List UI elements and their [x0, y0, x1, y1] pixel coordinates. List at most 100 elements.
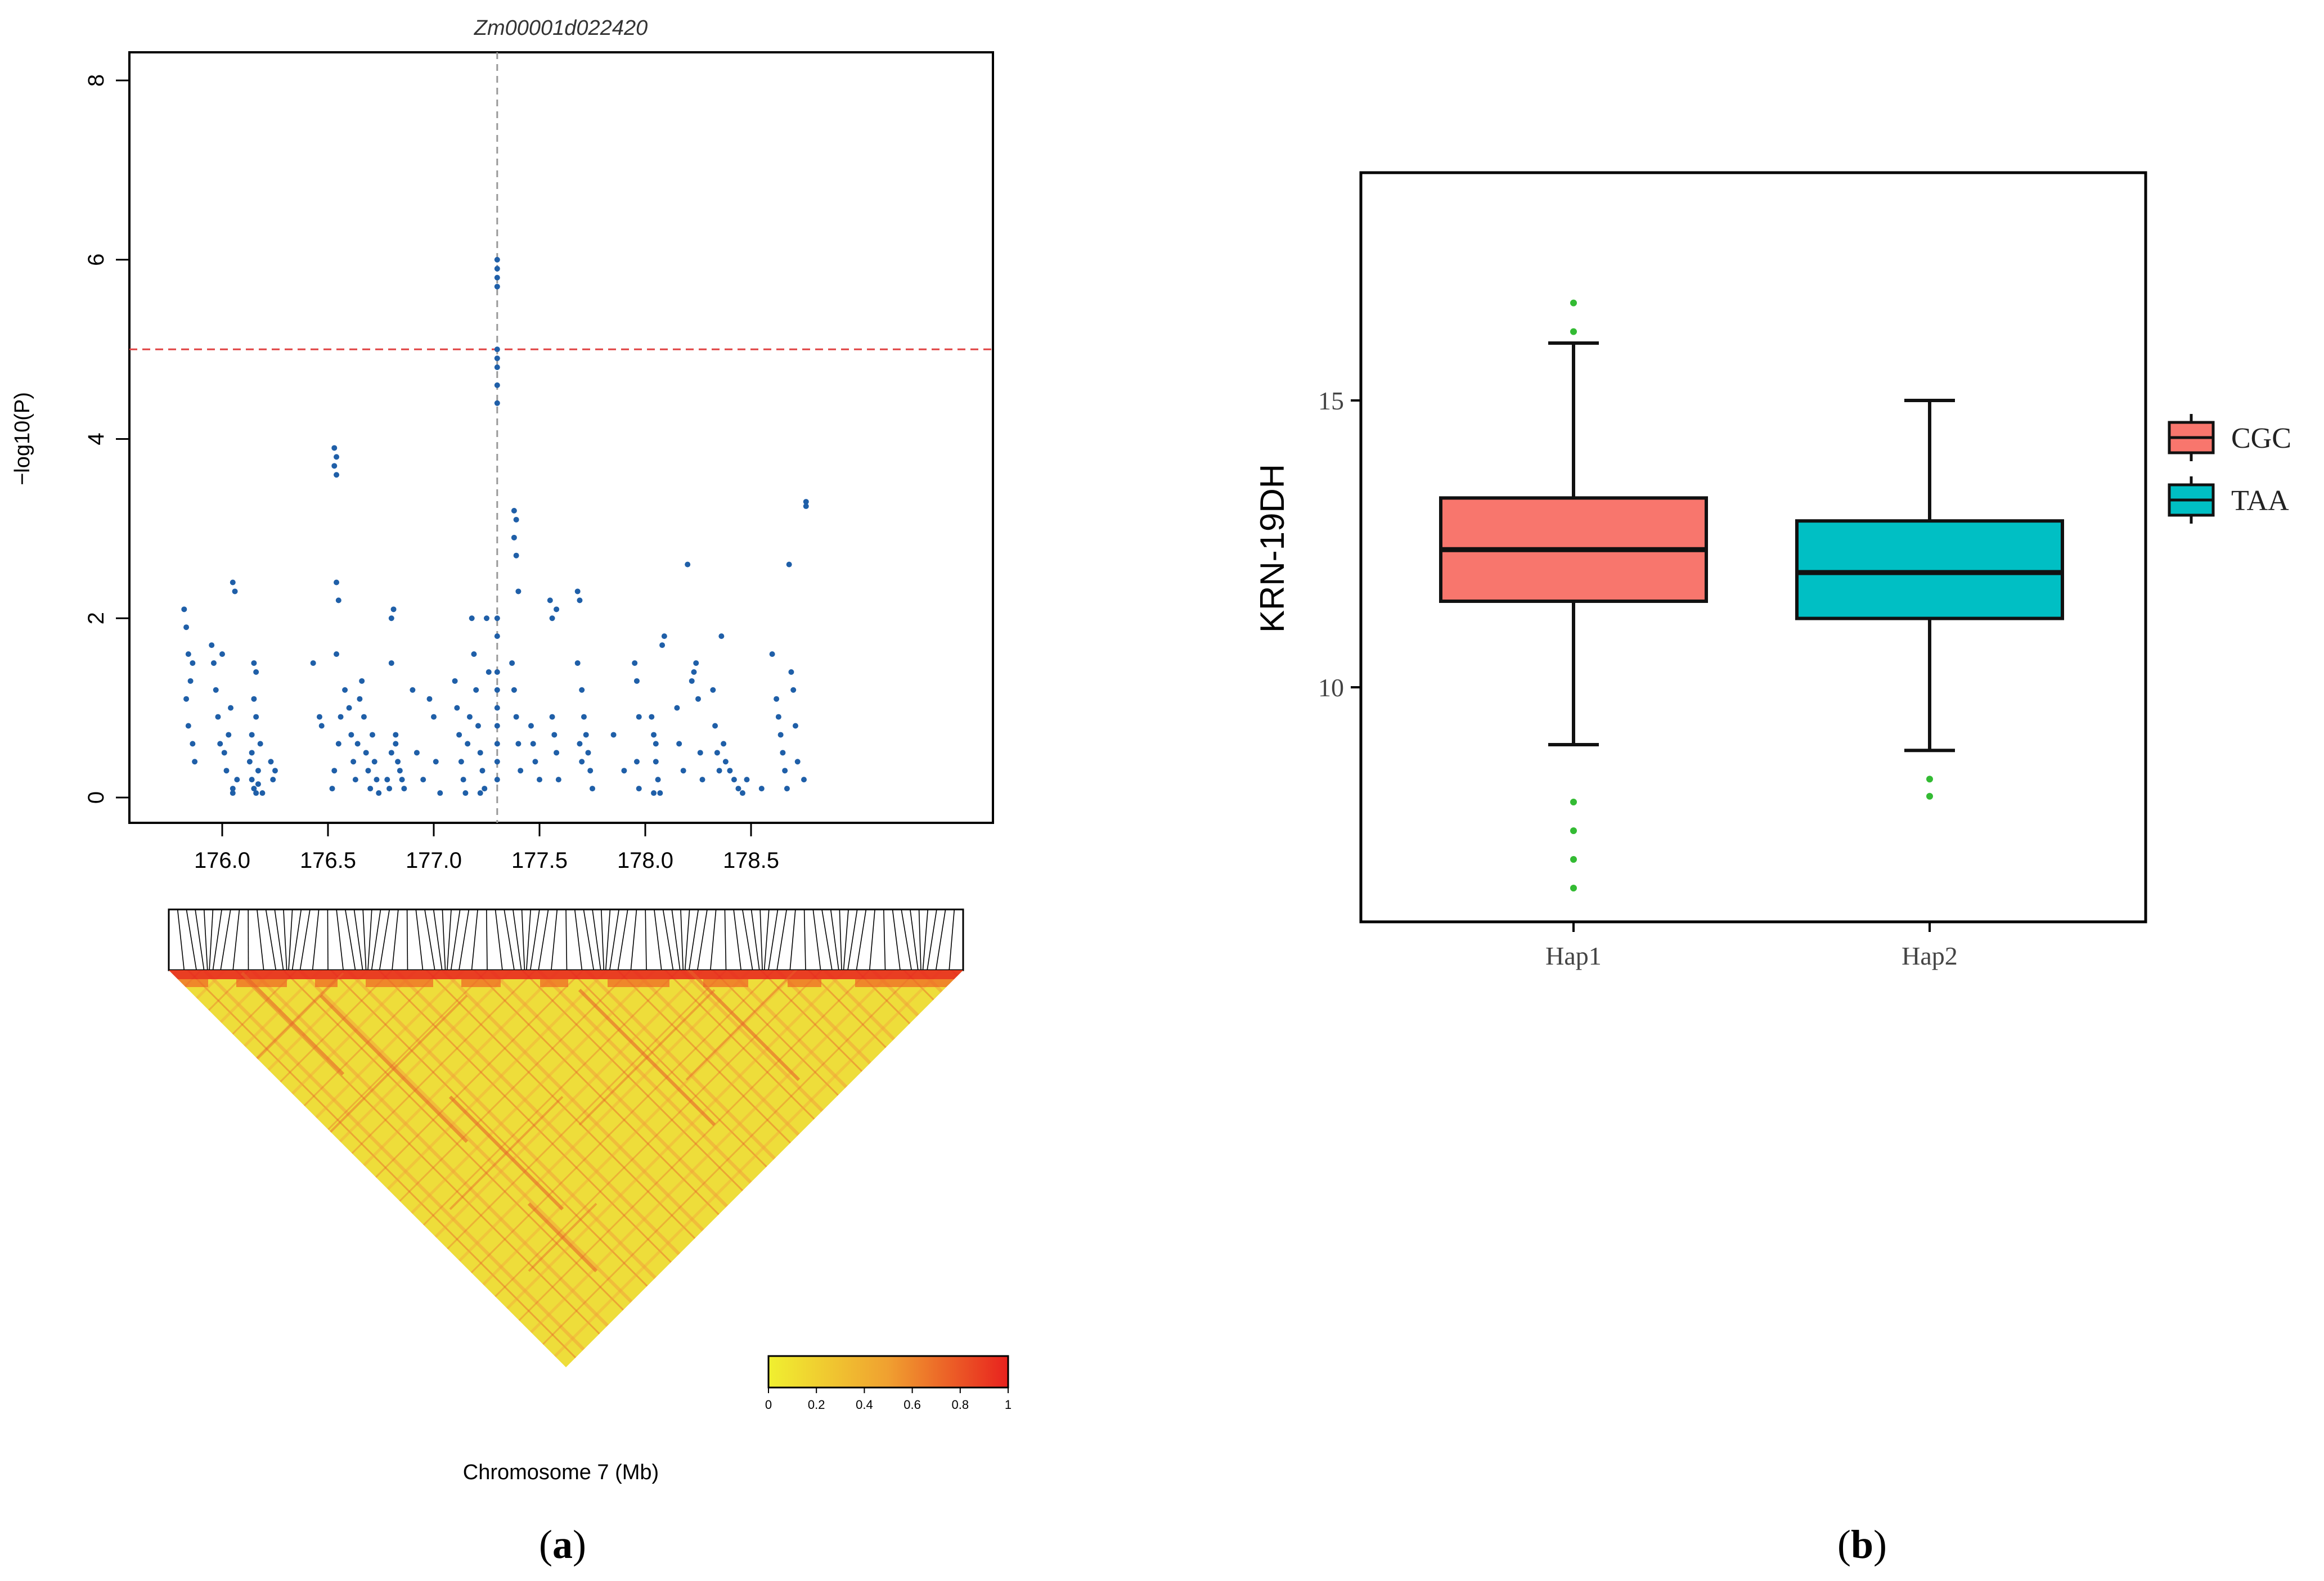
snp-point — [462, 790, 469, 796]
ld-block — [449, 1096, 564, 1210]
snp-point — [780, 750, 786, 756]
panel-label-b-open: ( — [1837, 1522, 1851, 1567]
snp-point — [574, 660, 581, 666]
ld-connector-line — [776, 909, 788, 971]
snp-point — [335, 597, 341, 603]
snp-point — [655, 777, 661, 783]
snp-point — [253, 669, 259, 675]
snp-point — [494, 687, 500, 693]
snp-point — [721, 741, 727, 747]
snp-point — [587, 768, 594, 774]
snp-point — [390, 606, 397, 612]
snp-point — [590, 786, 595, 792]
ld-connector-line — [447, 909, 452, 971]
ld-connector-line — [392, 909, 399, 971]
snp-point — [735, 786, 741, 792]
ld-connector-line — [847, 909, 858, 971]
snp-point — [437, 790, 443, 796]
snp-point — [249, 777, 255, 783]
snp-point — [758, 786, 765, 792]
snp-point — [484, 615, 489, 621]
box-taa — [1795, 519, 2064, 620]
snp-point — [228, 705, 234, 711]
ld-connector-line — [220, 909, 231, 971]
snp-point — [249, 732, 255, 738]
manhattan-plot: Zm00001d022420 −log10(P) Chromosome 7 (M… — [11, 16, 994, 1484]
ld-high-band — [169, 970, 963, 979]
snp-point — [494, 256, 500, 263]
manhattan-y-tick-label: 4 — [84, 433, 109, 445]
boxplot-legend: CGC TAA — [2168, 414, 2291, 524]
snp-point — [494, 759, 500, 765]
ld-block — [923, 979, 956, 987]
snp-point — [255, 768, 261, 774]
snp-point — [331, 768, 338, 774]
snp-point — [699, 777, 705, 783]
ld-legend-tick-label: 0.2 — [808, 1398, 825, 1412]
panel-label-b: (b) — [1837, 1522, 1887, 1567]
ld-connector-line — [583, 909, 595, 971]
snp-point — [213, 687, 219, 693]
snp-point — [251, 660, 257, 666]
ld-legend-bar — [767, 1355, 1009, 1389]
snp-point — [477, 790, 483, 796]
ld-block — [788, 979, 821, 987]
snp-point — [230, 790, 236, 796]
snp-point — [636, 786, 642, 792]
boxplot-y-axis-label: KRN-19DH — [1253, 464, 1291, 633]
manhattan-x-axis-label: Chromosome 7 (Mb) — [463, 1461, 659, 1484]
snp-point — [479, 768, 486, 774]
ld-connector-line — [450, 909, 461, 971]
snp-point — [458, 759, 464, 765]
ld-block — [174, 979, 208, 987]
ld-connector-line — [733, 909, 742, 971]
snp-point — [691, 669, 697, 675]
snp-point — [633, 759, 640, 765]
snp-point — [792, 723, 798, 729]
snp-point — [530, 741, 536, 747]
ld-connector-line — [265, 909, 277, 971]
ld-block — [578, 988, 716, 1127]
snp-point — [249, 750, 255, 756]
ld-connector-line — [901, 909, 912, 971]
ld-connector-line — [367, 909, 372, 971]
ld-block — [315, 979, 338, 987]
snp-point — [395, 759, 401, 765]
ld-connector-line — [495, 909, 503, 971]
snp-point — [657, 790, 663, 796]
snp-point — [494, 777, 500, 783]
snp-point — [653, 741, 659, 747]
snp-point — [334, 579, 340, 585]
legend-label-taa: TAA — [2231, 485, 2289, 517]
snp-point — [794, 759, 801, 765]
ld-connector-line — [299, 909, 311, 971]
snp-point — [803, 499, 809, 505]
ld-connector-line — [551, 909, 558, 971]
ld-connector-line — [600, 909, 605, 971]
snp-point — [693, 660, 699, 666]
ld-connector-line — [291, 909, 302, 971]
snp-point — [712, 723, 718, 729]
snp-point — [334, 651, 340, 657]
ld-block — [366, 979, 433, 987]
snp-point — [482, 786, 488, 792]
boxplot-frame — [1359, 171, 2147, 924]
snp-point — [786, 561, 792, 567]
ld-legend-tick-label: 0.8 — [952, 1398, 969, 1412]
ld-heatmap: 0 0.2 0.4 0.6 0.8 1 — [168, 908, 1012, 1412]
ld-connector-line — [680, 909, 684, 971]
ld-connector-line — [565, 909, 568, 971]
ld-connector-line — [274, 909, 284, 971]
panel-label-a: (a) — [539, 1522, 586, 1567]
snp-point — [469, 615, 475, 621]
ld-block — [240, 971, 345, 1076]
snp-point — [494, 265, 500, 272]
ld-connector-line — [312, 909, 320, 971]
ld-connector-line — [415, 909, 424, 971]
snp-point — [475, 723, 481, 729]
ld-connector-line — [684, 909, 690, 971]
snp-point — [509, 660, 515, 666]
snp-point — [466, 714, 473, 720]
snp-point — [361, 714, 367, 720]
snp-point — [636, 714, 642, 720]
